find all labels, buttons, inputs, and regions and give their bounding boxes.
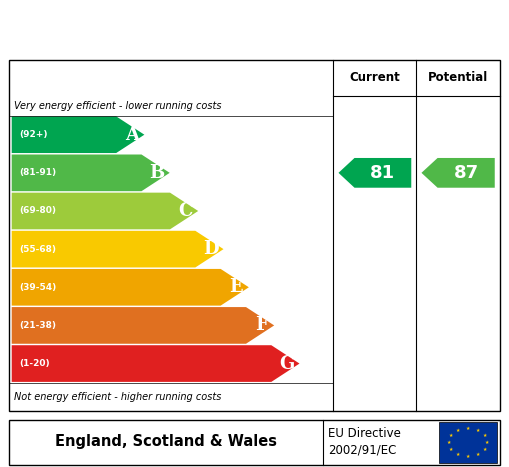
Text: Potential: Potential <box>428 71 488 85</box>
Text: ★: ★ <box>466 454 470 459</box>
Text: ★: ★ <box>485 440 490 445</box>
Polygon shape <box>12 307 274 344</box>
Text: (81-91): (81-91) <box>19 168 56 177</box>
Text: (69-80): (69-80) <box>19 206 56 215</box>
Text: ★: ★ <box>466 426 470 431</box>
Polygon shape <box>12 345 299 382</box>
Text: ★: ★ <box>446 440 451 445</box>
Text: (1-20): (1-20) <box>19 359 50 368</box>
Text: (21-38): (21-38) <box>19 321 56 330</box>
Text: ★: ★ <box>483 447 487 452</box>
Polygon shape <box>12 116 145 153</box>
Text: (55-68): (55-68) <box>19 245 56 254</box>
Text: (92+): (92+) <box>19 130 48 139</box>
Text: Not energy efficient - higher running costs: Not energy efficient - higher running co… <box>14 392 221 403</box>
Polygon shape <box>421 158 495 188</box>
Polygon shape <box>12 155 169 191</box>
Text: ★: ★ <box>449 433 454 438</box>
Text: Very energy efficient - lower running costs: Very energy efficient - lower running co… <box>14 101 222 111</box>
Text: Energy Efficiency Rating: Energy Efficiency Rating <box>10 17 317 37</box>
Polygon shape <box>338 158 411 188</box>
Bar <box>439 422 497 463</box>
Text: ★: ★ <box>483 433 487 438</box>
Text: D: D <box>203 240 219 258</box>
Text: F: F <box>255 317 268 334</box>
Text: 81: 81 <box>371 164 395 182</box>
Text: C: C <box>178 202 193 220</box>
Text: ★: ★ <box>456 428 461 433</box>
Text: ★: ★ <box>475 428 480 433</box>
Text: ★: ★ <box>456 452 461 457</box>
Text: ★: ★ <box>449 447 454 452</box>
Text: G: G <box>279 354 294 373</box>
Text: ★: ★ <box>475 452 480 457</box>
Text: 87: 87 <box>454 164 479 182</box>
Text: (39-54): (39-54) <box>19 283 56 292</box>
Polygon shape <box>12 231 223 268</box>
Text: Current: Current <box>350 71 400 85</box>
Polygon shape <box>12 193 198 229</box>
Text: England, Scotland & Wales: England, Scotland & Wales <box>55 434 277 449</box>
Text: A: A <box>125 126 138 144</box>
Text: E: E <box>230 278 243 296</box>
Text: EU Directive
2002/91/EC: EU Directive 2002/91/EC <box>328 426 401 457</box>
Text: B: B <box>149 164 164 182</box>
Polygon shape <box>12 269 249 305</box>
